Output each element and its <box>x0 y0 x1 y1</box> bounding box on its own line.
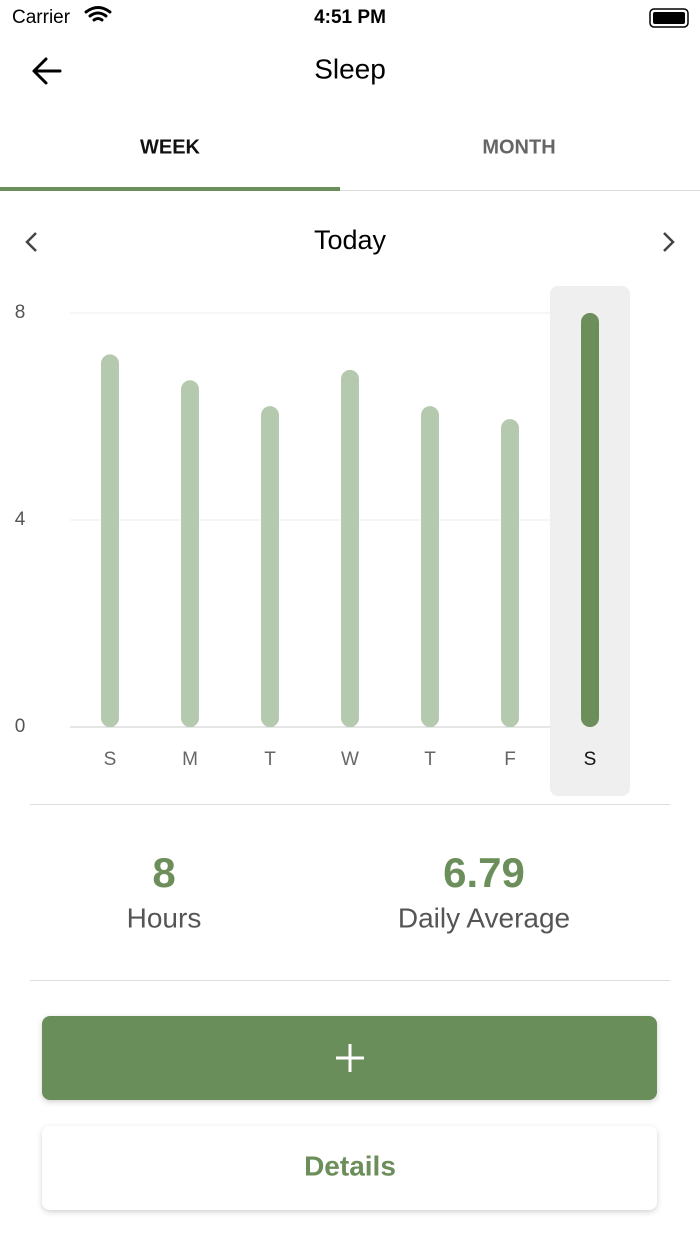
details-button-bg <box>42 1126 657 1210</box>
details-button[interactable]: Details <box>42 1126 657 1210</box>
bar <box>341 369 359 727</box>
back-button[interactable] <box>32 57 62 85</box>
stat-label: Daily Average <box>398 902 570 933</box>
bar <box>581 313 599 727</box>
x-tick-label: S <box>584 749 597 770</box>
stat-value: 6.79 <box>443 849 525 896</box>
clock: 4:51 PM <box>314 7 386 28</box>
x-tick-label: M <box>182 749 198 770</box>
next-button[interactable] <box>663 232 675 252</box>
bar <box>101 354 119 727</box>
carrier: Carrier <box>12 7 71 28</box>
x-tick-label: W <box>341 749 359 770</box>
bar <box>181 380 199 727</box>
x-tick-label: T <box>424 749 436 770</box>
stat-label: Hours <box>127 902 202 933</box>
tab-week[interactable]: WEEK <box>140 136 201 158</box>
battery-icon <box>649 8 689 28</box>
chart: 0 4 8 S M T W T F S <box>15 286 630 796</box>
period-label: Today <box>314 225 387 255</box>
plus-icon <box>336 1044 364 1072</box>
screen-title: Sleep <box>314 53 386 84</box>
tab-divider <box>0 190 700 191</box>
y-tick-label: 0 <box>15 716 26 737</box>
divider <box>30 804 670 805</box>
x-tick-label: T <box>264 749 276 770</box>
y-tick-label: 4 <box>15 509 26 530</box>
tab-month[interactable]: MONTH <box>482 136 555 158</box>
add-button[interactable] <box>42 1016 657 1100</box>
stat-value: 8 <box>152 849 175 896</box>
bar <box>501 419 519 727</box>
bar <box>421 406 439 727</box>
y-tick-label: 8 <box>15 302 26 323</box>
wifi-icon <box>84 6 112 22</box>
details-label: Details <box>304 1150 396 1181</box>
x-tick-label: F <box>504 749 516 770</box>
divider <box>30 980 670 981</box>
battery-level <box>653 12 685 24</box>
prev-button[interactable] <box>25 232 37 252</box>
x-tick-label: S <box>104 749 117 770</box>
tab-indicator <box>0 187 340 191</box>
bar <box>261 406 279 727</box>
